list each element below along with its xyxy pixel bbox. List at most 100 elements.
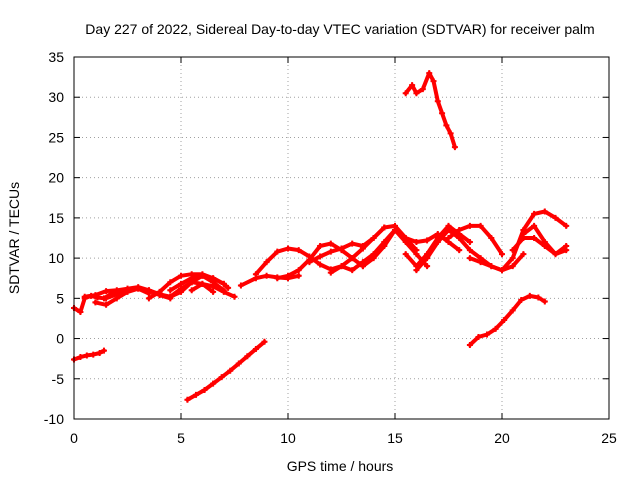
data-point xyxy=(509,247,516,254)
data-point xyxy=(199,280,206,287)
chart-title: Day 227 of 2022, Sidereal Day-to-day VTE… xyxy=(85,21,594,37)
data-point xyxy=(402,90,409,97)
data-point xyxy=(231,293,238,300)
series-line xyxy=(168,273,226,293)
data-point xyxy=(96,350,103,357)
data-point xyxy=(327,248,334,255)
data-point xyxy=(488,235,495,241)
grid-lines xyxy=(74,57,609,419)
data-point xyxy=(541,239,548,246)
data-point xyxy=(184,396,191,403)
data-point xyxy=(77,354,84,361)
data-point xyxy=(484,331,491,338)
data-point xyxy=(466,222,473,229)
data-point xyxy=(456,226,463,233)
y-tick-label: 20 xyxy=(48,170,64,186)
data-point xyxy=(274,275,281,282)
data-point xyxy=(338,245,345,252)
data-point xyxy=(113,291,120,298)
data-point xyxy=(225,284,232,291)
data-point xyxy=(451,144,458,151)
data-point xyxy=(100,347,107,354)
data-point xyxy=(274,248,281,255)
data-point xyxy=(178,272,184,279)
data-point xyxy=(306,259,313,266)
y-tick-label: -5 xyxy=(52,371,65,387)
data-point xyxy=(413,239,420,246)
data-point xyxy=(370,255,377,262)
data-point xyxy=(370,235,377,241)
data-point xyxy=(409,82,416,89)
data-point xyxy=(295,247,302,254)
x-axis-label: GPS time / hours xyxy=(287,458,394,474)
data-point xyxy=(252,271,259,278)
data-point xyxy=(509,263,516,270)
data-point xyxy=(327,240,334,247)
data-point xyxy=(466,239,473,246)
series-arc-6 xyxy=(145,271,232,302)
data-point xyxy=(563,243,570,250)
data-point xyxy=(156,288,163,295)
data-point xyxy=(90,351,97,358)
data-point xyxy=(92,299,99,306)
data-point xyxy=(167,279,174,286)
y-tick-label: 5 xyxy=(56,290,64,306)
data-point xyxy=(103,288,110,295)
data-point xyxy=(381,243,388,250)
data-point xyxy=(488,263,495,270)
data-point xyxy=(443,122,450,129)
x-tick-label: 20 xyxy=(494,430,510,446)
series-line xyxy=(467,293,547,347)
series-arc-15 xyxy=(327,226,431,276)
data-point xyxy=(509,307,516,314)
data-point xyxy=(210,380,217,387)
data-point xyxy=(477,222,484,229)
series-arc-1 xyxy=(71,347,107,363)
series-line xyxy=(328,228,430,275)
data-point xyxy=(338,263,345,270)
series-arc-22 xyxy=(520,222,570,258)
x-tick-label: 25 xyxy=(601,430,617,446)
data-point xyxy=(220,280,227,287)
data-point xyxy=(499,267,505,274)
data-point xyxy=(509,255,516,262)
y-tick-label: 10 xyxy=(48,250,64,266)
data-point xyxy=(188,279,195,286)
data-point xyxy=(263,259,270,266)
data-point xyxy=(501,317,508,324)
data-point xyxy=(295,272,302,279)
data-point xyxy=(218,374,225,381)
data-point xyxy=(327,269,334,276)
data-point xyxy=(381,224,388,231)
series-arc-24 xyxy=(466,292,548,348)
y-tick-label: 15 xyxy=(48,210,64,226)
data-point xyxy=(434,98,441,105)
data-point xyxy=(285,245,291,252)
data-point xyxy=(92,292,99,299)
data-point xyxy=(520,230,527,237)
y-tick-label: 30 xyxy=(48,89,64,105)
y-tick-label: 35 xyxy=(48,49,64,65)
data-point xyxy=(317,261,324,268)
data-point xyxy=(167,287,174,294)
series-arc-10 xyxy=(184,338,268,403)
data-point xyxy=(541,208,548,215)
data-point xyxy=(413,251,420,258)
y-axis-label: SDTVAR / TECUs xyxy=(6,182,22,294)
data-point xyxy=(317,253,324,260)
data-point xyxy=(145,287,152,294)
data-point xyxy=(263,272,270,279)
data-point xyxy=(552,251,559,258)
data-point xyxy=(167,293,174,300)
data-point xyxy=(103,295,110,302)
data-point xyxy=(103,301,110,308)
data-point xyxy=(426,70,433,77)
data-point xyxy=(563,222,570,229)
data-point xyxy=(531,235,538,241)
data-point xyxy=(201,387,208,394)
series-arc-9 xyxy=(188,280,238,300)
data-point xyxy=(499,251,505,258)
data-point xyxy=(220,288,227,295)
data-point xyxy=(477,259,484,266)
data-point xyxy=(210,283,217,290)
